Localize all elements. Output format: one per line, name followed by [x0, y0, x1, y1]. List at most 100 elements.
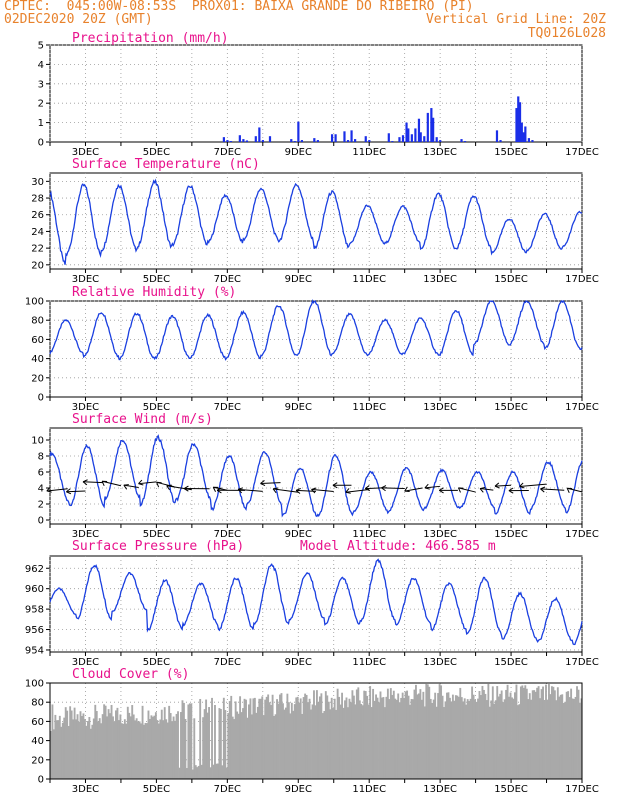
- header-line1: CPTEC: 045:00W-08:53S PROX01: BAIXA GRAN…: [4, 0, 474, 14]
- cloud-bar: [196, 767, 199, 779]
- cloud-bar: [318, 696, 321, 779]
- cloud-bar: [214, 704, 216, 779]
- precip-bar: [531, 140, 534, 142]
- cloud-bar: [283, 709, 286, 779]
- cloud-bar: [101, 714, 104, 779]
- cloud-frame-top: [49, 682, 583, 780]
- cloud-bar: [333, 698, 336, 779]
- cloud-bar: [373, 700, 376, 779]
- cloud-bar: [256, 706, 259, 779]
- cloud-bar: [321, 713, 324, 779]
- precip-bar: [297, 121, 300, 142]
- cloud-bar: [524, 685, 527, 779]
- cloud-bar: [125, 723, 128, 779]
- cloud-bar: [410, 698, 413, 779]
- precip-bar: [368, 140, 371, 142]
- cloud-bar: [447, 692, 450, 779]
- cloud-bar: [512, 698, 515, 779]
- cloud-bar: [89, 728, 92, 779]
- cloud-bar: [434, 692, 437, 779]
- wind-arrow: [381, 487, 405, 489]
- temp-ytick-label: 20: [31, 260, 44, 271]
- cloud-bar: [376, 697, 379, 779]
- wind-frame: [49, 427, 583, 525]
- wind-arrowhead: [508, 487, 514, 494]
- cloud-bar: [499, 693, 502, 779]
- cloud-bar: [212, 764, 215, 779]
- temp-xtick-label: 9DEC: [285, 274, 312, 285]
- cloud-bar: [82, 713, 85, 779]
- cloud-xtick-label: 13DEC: [423, 784, 457, 795]
- wind-arrowhead: [540, 486, 546, 493]
- cloud-xtick-label: 7DEC: [214, 784, 241, 795]
- cloud-bar: [432, 699, 435, 779]
- cloud-bar: [508, 696, 510, 779]
- cloud-bar: [360, 703, 363, 779]
- cloud-bar: [66, 710, 69, 779]
- cloud-bar: [290, 702, 293, 779]
- cloud-bar: [401, 692, 404, 779]
- cloud-bar: [378, 702, 380, 779]
- cloud-bar: [289, 713, 292, 779]
- precip-bar: [495, 130, 499, 142]
- cloud-bar: [577, 689, 580, 779]
- wind-series-line: [49, 434, 583, 518]
- cloud-bar: [454, 695, 457, 779]
- cloud-bar: [441, 695, 444, 779]
- cloud-bar: [181, 700, 184, 779]
- cloud-bar: [191, 769, 194, 779]
- pressure-xtick-label: 9DEC: [285, 657, 312, 668]
- pressure-subtitle: Model Altitude: 466.585 m: [300, 539, 496, 554]
- wind-arrowhead: [166, 484, 172, 491]
- cloud-bar: [509, 692, 512, 779]
- cloud-bar: [194, 765, 197, 779]
- cloud-bar: [67, 725, 70, 779]
- cloud-bar: [341, 692, 343, 779]
- cloud-bar: [305, 694, 308, 779]
- cloud-bar: [149, 718, 151, 779]
- rh-xtick-label: 11DEC: [352, 402, 386, 413]
- cloud-bar: [565, 691, 568, 779]
- temp-series-line: [49, 178, 583, 265]
- cloud-bar: [516, 705, 519, 779]
- wind-title: Surface Wind (m/s): [72, 412, 213, 427]
- precip-bar: [527, 138, 530, 142]
- cloud-ytick-label: 40: [31, 736, 44, 747]
- cloud-bar: [444, 701, 447, 779]
- cloud-bar: [561, 694, 564, 779]
- precip-bar: [261, 140, 264, 142]
- wind-xtick-label: 5DEC: [143, 529, 170, 540]
- cloud-ytick-label: 0: [38, 775, 44, 786]
- cloud-bar: [193, 718, 196, 779]
- wind-arrowhead: [237, 487, 244, 494]
- cloud-bar: [138, 721, 141, 779]
- cloud-bar: [151, 716, 154, 779]
- cloud-bar: [389, 688, 392, 779]
- cloud-bar: [488, 706, 491, 779]
- precip-ytick-label: 2: [38, 99, 44, 110]
- wind-ytick-label: 0: [38, 516, 44, 527]
- precip-bar: [499, 140, 502, 142]
- cloud-bar: [338, 696, 341, 779]
- cloud-bar: [115, 710, 117, 779]
- cloud-bar: [468, 700, 471, 779]
- precip-bar: [423, 136, 426, 142]
- cloud-bar: [190, 703, 193, 779]
- cloud-bar: [184, 718, 187, 779]
- cloud-bar: [317, 702, 320, 779]
- header-grid-line: Vertical Grid Line: 20Z: [425, 12, 606, 27]
- cloud-bar: [295, 697, 298, 779]
- cloud-bar: [347, 707, 349, 779]
- cloud-bar: [70, 710, 73, 779]
- wind-arrowhead: [479, 486, 486, 493]
- cloud-bar: [92, 718, 95, 779]
- cloud-bar: [463, 698, 466, 779]
- rh-xtick-label: 15DEC: [494, 402, 528, 413]
- cloud-bar: [255, 712, 258, 779]
- cloud-bar: [250, 714, 253, 779]
- cloud-bar: [76, 714, 79, 779]
- precip-bar: [268, 136, 272, 142]
- cloud-bar: [271, 694, 274, 779]
- cloud-bar: [556, 687, 559, 779]
- cloud-bar: [277, 703, 280, 779]
